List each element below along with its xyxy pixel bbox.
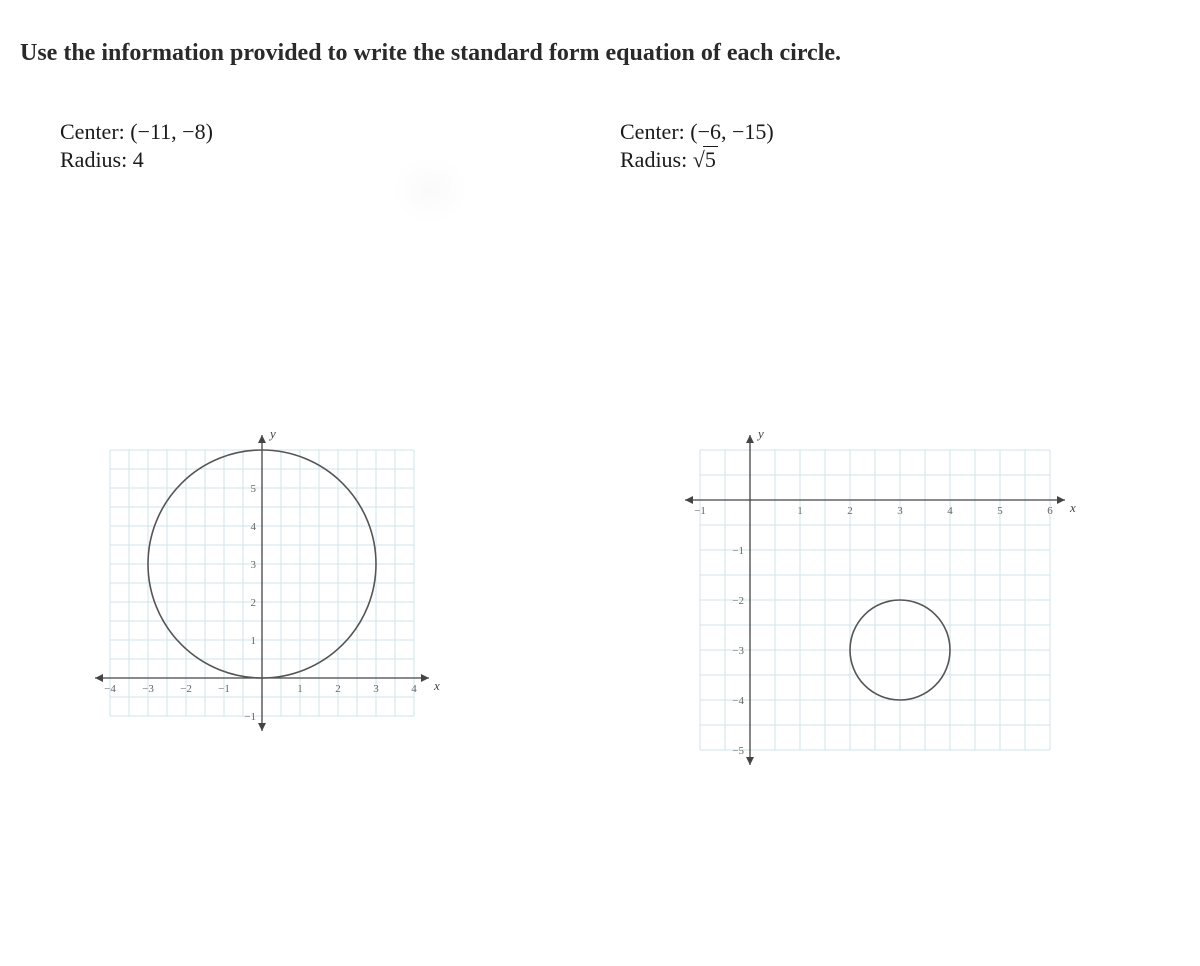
svg-text:−3: −3: [732, 645, 744, 657]
svg-text:3: 3: [897, 505, 903, 517]
problems-row: Center: (−11, −8) Radius: 4 Center: (−6,…: [20, 117, 1180, 175]
svg-text:−4: −4: [104, 683, 116, 695]
p2-center-label: Center:: [620, 119, 685, 144]
svg-text:x: x: [433, 678, 440, 693]
instruction-text: Use the information provided to write th…: [20, 40, 1180, 67]
svg-text:−2: −2: [732, 595, 744, 607]
svg-text:y: y: [268, 426, 276, 441]
svg-text:−1: −1: [218, 683, 230, 695]
svg-text:−2: −2: [180, 683, 192, 695]
svg-text:−5: −5: [732, 745, 744, 757]
svg-text:4: 4: [947, 505, 953, 517]
svg-text:−1: −1: [732, 545, 744, 557]
p1-center-label: Center:: [60, 119, 125, 144]
graph-1-container: x y −4 −3 −2 −1 1 2 3 4 −1 1 2 3 4 5: [80, 425, 630, 780]
svg-text:5: 5: [997, 505, 1003, 517]
svg-text:1: 1: [797, 505, 803, 517]
svg-text:x: x: [1069, 500, 1076, 515]
svg-text:y: y: [756, 426, 764, 441]
p2-center-value: (−6, −15): [690, 119, 773, 144]
svg-text:1: 1: [297, 683, 303, 695]
svg-text:3: 3: [373, 683, 379, 695]
svg-text:3: 3: [251, 559, 257, 571]
graph-2-container: x y −1 1 2 3 4 5 6 −5 −4 −3 −2 −1: [630, 425, 1180, 780]
p1-radius-value: 4: [133, 147, 144, 172]
problem-1: Center: (−11, −8) Radius: 4: [60, 117, 620, 175]
p2-radius-label: Radius:: [620, 147, 687, 172]
svg-text:4: 4: [251, 521, 257, 533]
graphs-row: x y −4 −3 −2 −1 1 2 3 4 −1 1 2 3 4 5 x y −1 1 2 3 4 5 6 −5 −4 −3 −2…: [20, 425, 1180, 780]
p1-radius-label: Radius:: [60, 147, 127, 172]
svg-text:1: 1: [251, 635, 257, 647]
svg-text:−4: −4: [732, 695, 744, 707]
svg-text:−1: −1: [694, 505, 706, 517]
graph-1: x y −4 −3 −2 −1 1 2 3 4 −1 1 2 3 4 5: [80, 425, 444, 746]
p1-center-value: (−11, −8): [130, 119, 213, 144]
svg-text:−1: −1: [244, 711, 256, 723]
p2-radius-value: 5: [703, 146, 718, 172]
svg-text:6: 6: [1047, 505, 1053, 517]
svg-text:2: 2: [251, 597, 257, 609]
svg-text:−3: −3: [142, 683, 154, 695]
svg-text:5: 5: [251, 483, 257, 495]
svg-text:4: 4: [411, 683, 417, 695]
problem-2: Center: (−6, −15) Radius: 5: [620, 117, 1180, 175]
svg-text:2: 2: [847, 505, 853, 517]
p2-radius-sqrt: 5: [693, 147, 718, 173]
svg-text:2: 2: [335, 683, 341, 695]
graph-2: x y −1 1 2 3 4 5 6 −5 −4 −3 −2 −1: [670, 425, 1080, 780]
